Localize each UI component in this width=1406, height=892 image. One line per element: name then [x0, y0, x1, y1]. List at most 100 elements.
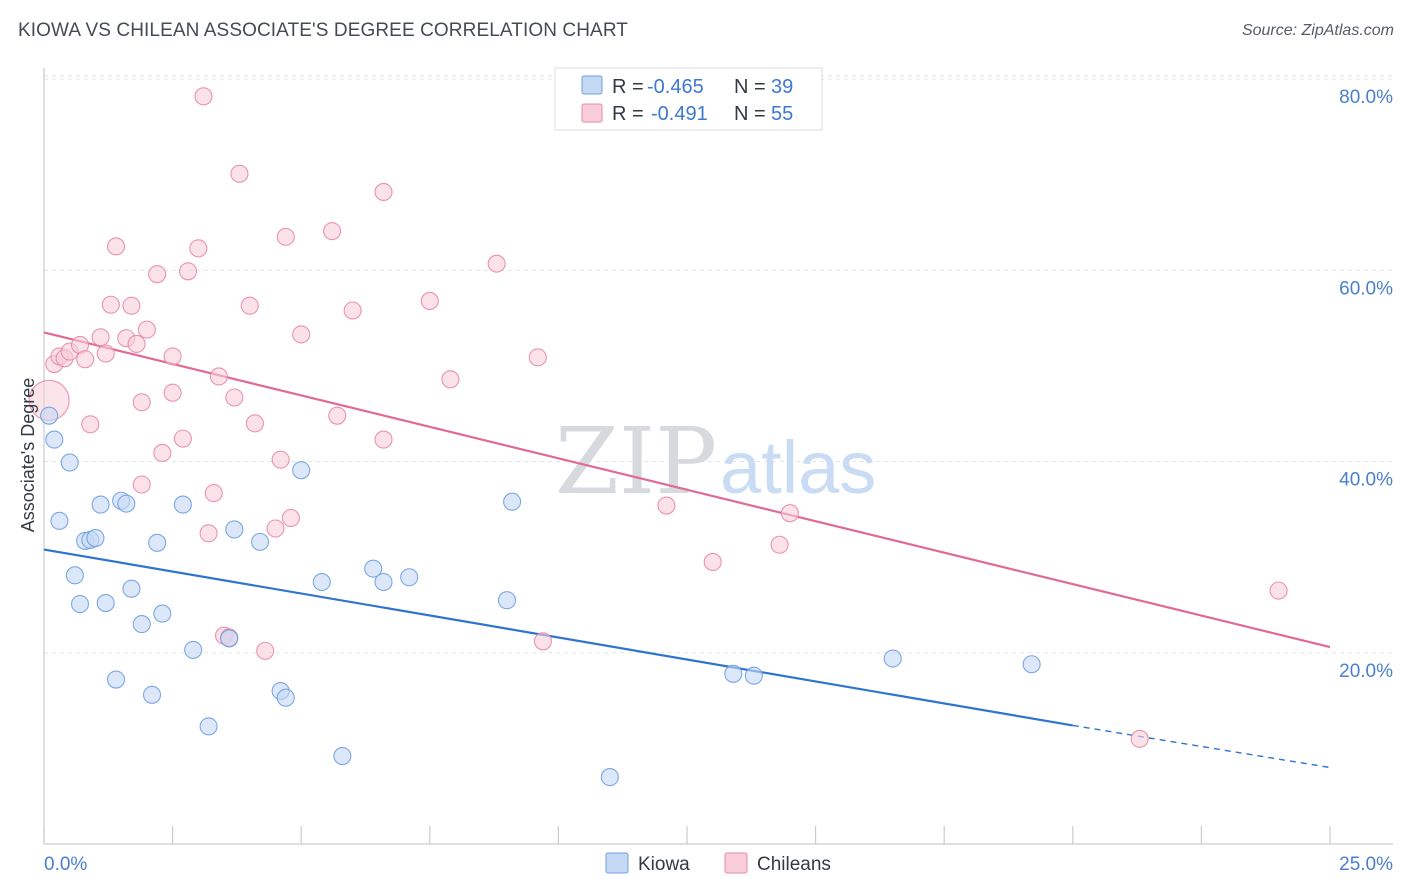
point-chileans-10: [101, 295, 120, 314]
point-kiowa-35: [600, 768, 619, 787]
point-chileans-43: [343, 301, 362, 320]
point-kiowa-34: [503, 492, 522, 511]
point-chileans-6: [76, 350, 95, 369]
watermark-atlas: atlas: [720, 426, 876, 509]
y-tick-labels: 20.0% 40.0% 60.0% 80.0%: [1339, 87, 1393, 682]
point-chileans-39: [281, 508, 300, 528]
point-chileans-13: [122, 296, 141, 315]
point-chileans-37: [271, 450, 290, 469]
point-kiowa-32: [400, 568, 419, 587]
legend-r-value-kiowa: -0.465: [647, 76, 704, 98]
point-kiowa-36: [724, 664, 743, 683]
point-chileans-11: [106, 237, 126, 256]
point-chileans-15: [132, 475, 151, 494]
trend-lines: [43, 331, 1331, 769]
point-chileans-18: [148, 265, 167, 284]
legend-swatch-kiowa: [581, 75, 603, 95]
point-chileans-16: [132, 393, 151, 412]
point-chileans-51: [657, 496, 676, 515]
point-kiowa-19: [173, 495, 192, 514]
point-kiowa-33: [497, 591, 517, 610]
point-chileans-49: [528, 348, 547, 367]
source-credit: Source: ZipAtlas.com: [1241, 22, 1394, 39]
point-chileans-25: [194, 87, 213, 106]
point-kiowa-38: [883, 649, 902, 668]
point-chileans-45: [374, 430, 393, 449]
point-kiowa-21: [199, 717, 218, 736]
point-chileans-9: [96, 344, 115, 363]
legend-r-value-chileans: -0.491: [651, 103, 708, 125]
point-chileans-36: [266, 519, 285, 538]
point-kiowa-28: [312, 572, 331, 592]
point-chileans-55: [1269, 581, 1288, 600]
point-chileans-27: [204, 484, 223, 503]
point-kiowa-29: [333, 746, 352, 766]
trend-line-kiowa: [43, 548, 1073, 727]
point-kiowa-0: [40, 406, 59, 425]
legend-r-label-chileans: R =: [612, 103, 644, 125]
point-kiowa-9: [91, 495, 110, 514]
point-chileans-28: [209, 367, 228, 386]
y-axis-label: Associate's Degree: [18, 378, 38, 533]
point-chileans-24: [189, 239, 208, 258]
watermark: ZIP atlas: [555, 408, 876, 515]
trend-line-kiowa-extension: [1072, 724, 1331, 769]
point-chileans-42: [328, 406, 347, 425]
point-kiowa-14: [122, 579, 141, 598]
data-points: [28, 87, 1288, 787]
point-chileans-44: [374, 182, 393, 201]
point-kiowa-15: [132, 615, 151, 634]
y-tick-label-1: 40.0%: [1339, 470, 1393, 491]
point-chileans-53: [770, 535, 789, 554]
point-chileans-33: [240, 296, 259, 315]
point-chileans-26: [199, 524, 218, 543]
point-kiowa-20: [184, 640, 203, 659]
point-chileans-38: [276, 227, 295, 246]
point-kiowa-2: [50, 511, 69, 530]
point-chileans-31: [225, 388, 244, 407]
point-chileans-48: [487, 254, 506, 273]
x-tick-label-min: 0.0%: [44, 854, 87, 875]
point-kiowa-24: [250, 532, 270, 551]
point-chileans-21: [163, 383, 182, 402]
point-chileans-52: [703, 552, 722, 572]
point-kiowa-30: [364, 559, 383, 578]
point-chileans-8: [91, 328, 110, 347]
watermark-zip: ZIP: [555, 408, 717, 515]
point-kiowa-10: [96, 594, 115, 613]
point-kiowa-4: [65, 566, 84, 585]
point-chileans-46: [420, 291, 439, 310]
bottom-legend-swatch-chileans: [724, 852, 748, 874]
legend-r-label-kiowa: R =: [612, 76, 644, 98]
point-kiowa-26: [276, 688, 295, 707]
trend-line-chileans: [43, 331, 1331, 649]
legend-n-value-kiowa: 39: [771, 76, 793, 98]
legend-n-label-chileans: N =: [734, 103, 766, 125]
y-tick-label-2: 60.0%: [1339, 278, 1393, 299]
point-chileans-22: [173, 429, 192, 448]
point-chileans-56: [1130, 729, 1149, 748]
legend-n-label-kiowa: N =: [734, 76, 766, 98]
bottom-legend: Kiowa Chileans: [605, 852, 831, 875]
point-chileans-19: [153, 443, 172, 463]
point-kiowa-3: [60, 453, 79, 472]
point-chileans-35: [256, 641, 275, 660]
y-tick-label-3: 80.0%: [1339, 87, 1393, 108]
point-kiowa-13: [117, 494, 136, 513]
point-kiowa-11: [106, 670, 126, 689]
point-kiowa-23: [225, 520, 244, 539]
point-kiowa-16: [142, 685, 162, 704]
bottom-legend-swatch-kiowa: [605, 852, 629, 874]
point-kiowa-22: [220, 629, 239, 648]
point-chileans-14: [127, 334, 146, 354]
point-kiowa-17: [148, 533, 167, 552]
point-kiowa-37: [744, 666, 763, 685]
point-chileans-7: [81, 415, 100, 434]
point-chileans-23: [178, 262, 198, 281]
chart-title: KIOWA VS CHILEAN ASSOCIATE'S DEGREE CORR…: [18, 20, 629, 41]
point-chileans-17: [137, 320, 156, 339]
axes: [43, 68, 1393, 845]
legend-swatch-chileans: [581, 103, 603, 123]
point-chileans-54: [780, 504, 799, 523]
point-kiowa-8: [86, 528, 105, 548]
